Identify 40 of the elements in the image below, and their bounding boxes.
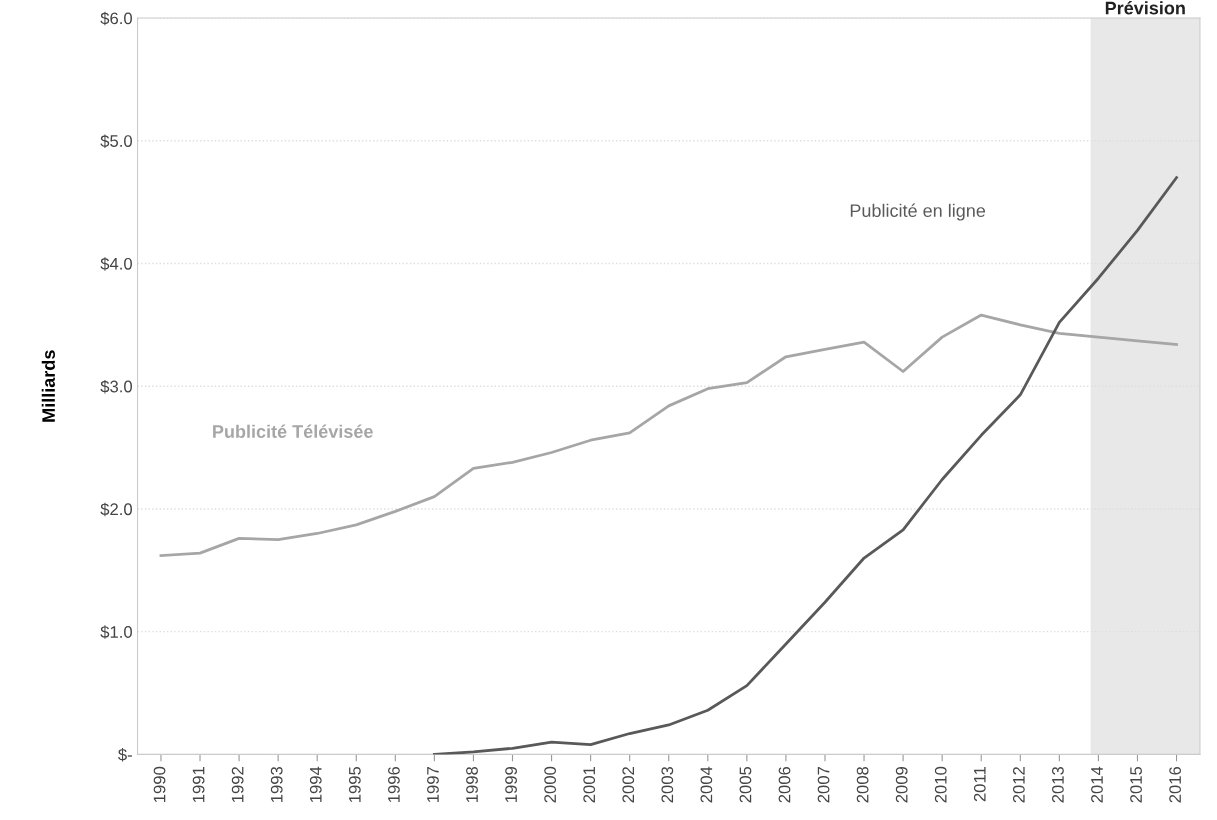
x-tick-label: 2015 [1130,766,1142,803]
band-label: Prévision [1105,1,1185,15]
y-tick-label: $2.0 [100,502,133,517]
x-tick-label: 2003 [661,766,674,803]
y-tick-label: $4.0 [100,257,133,271]
x-tick-label: 1990 [153,766,166,803]
text: Publicité Télévisée [213,424,373,438]
x-tick-label: 1992 [231,767,244,803]
x-tick-label: 2011 [973,767,986,802]
y-tick-label: $6.0 [100,11,133,26]
y-tick-label: $3.0 [100,379,133,394]
x-tick-label: 1995 [348,766,361,803]
line-series [159,313,1178,557]
x-tick-label: 1994 [309,766,322,803]
x-tick-label: 1999 [505,766,517,803]
y-axis-title: Milliards [41,350,55,422]
x-tick-label: 2007 [817,767,830,803]
x-tick-label: 2000 [544,766,557,803]
x-tick-label: 2016 [1169,766,1181,803]
x-tick-label: 2010 [934,766,947,803]
y-tick-label: $5.0 [100,134,133,148]
x-tick-label: 1998 [466,766,478,803]
x-tick-label: 2014 [1091,766,1103,803]
x-tick-label: 2009 [895,766,908,803]
x-tick-label: 2013 [1052,766,1064,803]
x-tick-label: 2008 [856,766,869,803]
x-tick-label: 1993 [270,766,283,803]
y-tick-label: $- [118,748,132,762]
x-tick-label: 1997 [427,767,439,803]
x-tick-label: 2006 [778,766,791,803]
y-tick-label: $1.0 [100,625,133,639]
x-tick-label: 1991 [192,767,205,803]
x-tick-label: 2005 [739,766,752,803]
x-tick-label: 1996 [387,766,400,803]
line-series [432,176,1178,755]
x-tick-label: 2012 [1012,767,1025,803]
x-tick-label: 2002 [622,767,635,803]
x-tick-label: 2001 [583,767,596,803]
text: Publicité en ligne [850,203,986,221]
x-tick-label: 2004 [700,766,713,803]
